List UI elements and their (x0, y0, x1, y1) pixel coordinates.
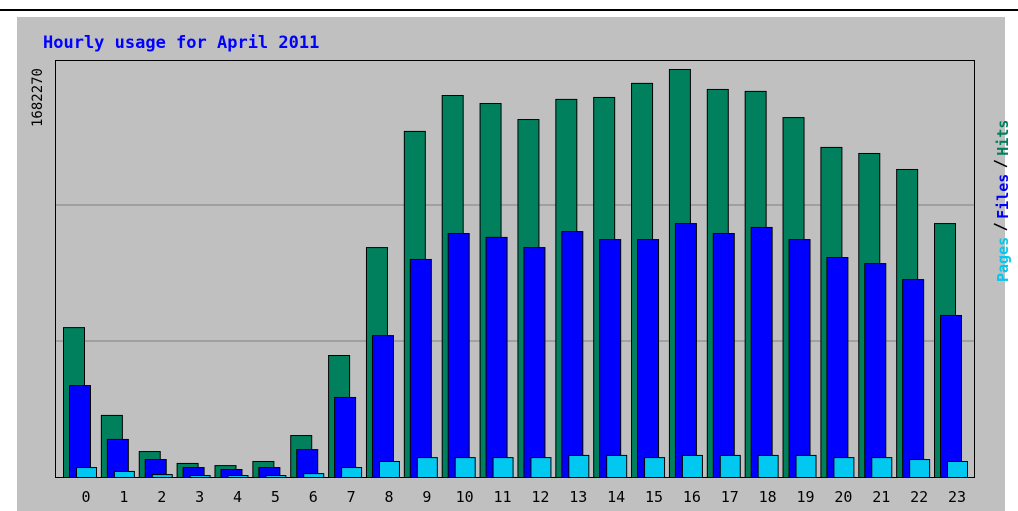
x-tick-label: 3 (195, 488, 204, 506)
x-tick-label: 20 (834, 488, 852, 506)
x-tick-label: 4 (233, 488, 242, 506)
bar (606, 454, 628, 478)
x-tick-label: 14 (607, 488, 625, 506)
bar (757, 454, 779, 478)
bar (371, 335, 394, 478)
x-tick-label: 22 (910, 488, 928, 506)
bar (864, 263, 887, 478)
x-tick-label: 13 (569, 488, 587, 506)
bar (712, 233, 735, 478)
bar (674, 223, 697, 478)
x-tick-label: 19 (796, 488, 814, 506)
bar (69, 385, 91, 478)
bar (681, 454, 703, 478)
bar (561, 231, 584, 478)
bar (113, 470, 135, 479)
legend: Pages Files Hits (993, 120, 1012, 282)
bar (454, 457, 476, 478)
bar (902, 279, 925, 478)
x-tick-label: 11 (494, 488, 512, 506)
bar (341, 467, 363, 479)
legend-label: Hits (994, 120, 1012, 156)
x-tick-label: 12 (531, 488, 549, 506)
bar (189, 475, 211, 478)
bar (485, 236, 508, 478)
bar (303, 473, 325, 479)
bar (871, 457, 893, 478)
x-tick-label: 23 (948, 488, 966, 506)
bar (492, 457, 514, 478)
bar (644, 457, 666, 478)
legend-label: Files (994, 174, 1012, 219)
bar (637, 239, 660, 478)
x-tick-label: 7 (347, 488, 356, 506)
x-tick-label: 21 (872, 488, 890, 506)
bar (947, 460, 969, 478)
bar (523, 247, 546, 478)
bar (378, 460, 400, 478)
bar (826, 257, 849, 478)
x-tick-label: 8 (384, 488, 393, 506)
x-tick-label: 9 (422, 488, 431, 506)
legend-label: Pages (994, 237, 1012, 282)
bar (795, 454, 817, 478)
bar (334, 396, 357, 478)
x-tick-label: 17 (721, 488, 739, 506)
x-tick-label: 1 (119, 488, 128, 506)
x-tick-label: 16 (683, 488, 701, 506)
bar (833, 457, 855, 478)
y-tick-label: 1682270 (30, 68, 46, 127)
x-tick-label: 18 (759, 488, 777, 506)
bar (750, 226, 773, 478)
x-tick-label: 0 (81, 488, 90, 506)
bar (530, 457, 552, 478)
bar (940, 314, 963, 478)
x-tick-label: 6 (309, 488, 318, 506)
bar (447, 233, 470, 478)
chart-title: Hourly usage for April 2011 (43, 33, 319, 53)
bar (788, 239, 811, 478)
x-tick-label: 5 (271, 488, 280, 506)
x-tick-label: 2 (157, 488, 166, 506)
bar (151, 474, 173, 479)
bar (227, 475, 249, 478)
bar (76, 467, 97, 479)
bar (416, 457, 438, 478)
bar (409, 258, 432, 478)
legend-separator (993, 223, 1008, 231)
bar (599, 239, 622, 478)
legend-separator (993, 160, 1008, 168)
bar (265, 475, 287, 478)
x-tick-label: 15 (645, 488, 663, 506)
bar (568, 454, 590, 478)
x-tick-label: 10 (456, 488, 474, 506)
bar (909, 459, 931, 479)
bar (719, 454, 741, 478)
